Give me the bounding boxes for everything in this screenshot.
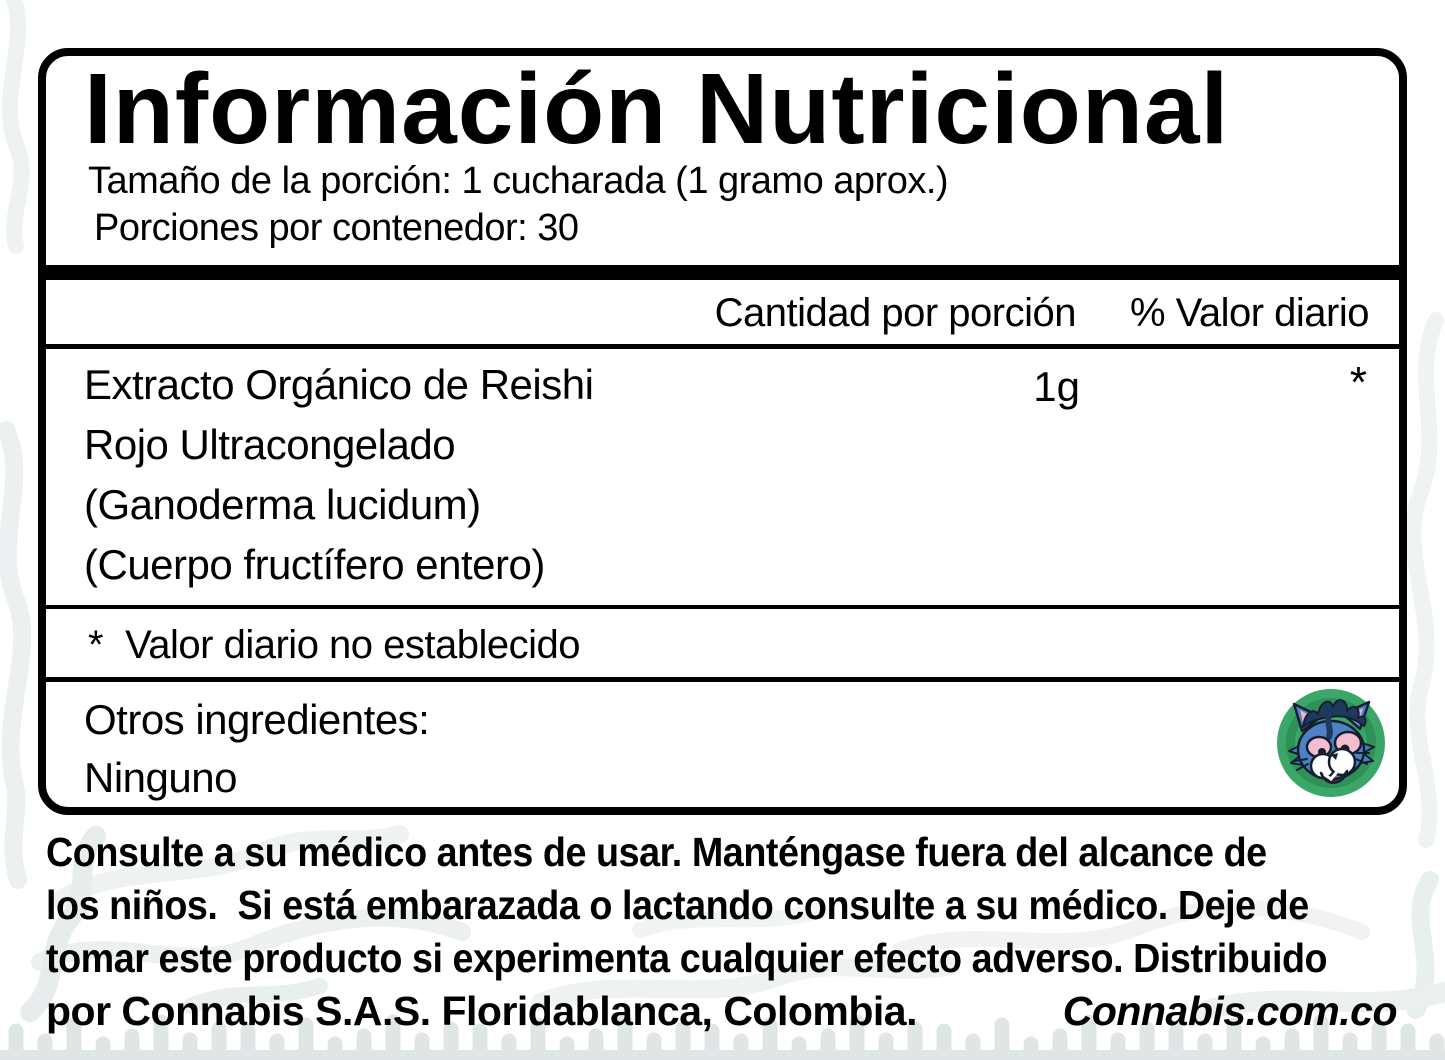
- disclaimer-last-line: por Connabis S.A.S. Floridablanca, Colom…: [46, 985, 1398, 1038]
- footnote-text: Valor diario no establecido: [125, 623, 581, 667]
- other-ingredients-value: Ninguno: [84, 754, 237, 801]
- nutrient-name: Extracto Orgánico de Reishi Rojo Ultraco…: [84, 355, 1369, 595]
- other-ingredients-section: Otros ingredientes: Ninguno: [46, 682, 1399, 804]
- serving-size-text: Tamaño de la porción: 1 cucharada (1 gra…: [88, 160, 949, 202]
- nutrient-amount: 1g: [1033, 363, 1080, 410]
- disclaimer-line: los niños. Si está embarazada o lactando…: [46, 882, 1309, 928]
- table-header-row: Cantidad por porción % Valor diario: [46, 280, 1399, 344]
- nutrient-name-line: Rojo Ultracongelado: [84, 421, 456, 468]
- divider-rule: [46, 605, 1399, 609]
- nutrient-name-line: (Cuerpo fructífero entero): [84, 541, 545, 588]
- disclaimer-text: Consulte a su médico antes de usar. Mant…: [46, 826, 1398, 1038]
- other-ingredients-label: Otros ingredientes:: [84, 696, 430, 743]
- nutrient-row: Extracto Orgánico de Reishi Rojo Ultraco…: [46, 349, 1399, 605]
- thick-divider-bar: [46, 265, 1399, 280]
- disclaimer-line: Consulte a su médico antes de usar. Mant…: [46, 829, 1267, 875]
- divider-rule: [46, 677, 1399, 682]
- panel-title: Información Nutricional: [84, 53, 1230, 165]
- servings-per-container-text: Porciones por contenedor: 30: [94, 207, 579, 249]
- connabis-cat-logo-icon: [1277, 689, 1385, 797]
- nutrient-daily-value: *: [1349, 358, 1367, 407]
- footnote-asterisk: *: [88, 623, 104, 667]
- distributor-text: por Connabis S.A.S. Floridablanca, Colom…: [46, 988, 918, 1034]
- nutrition-facts-panel: Información Nutricional Tamaño de la por…: [38, 48, 1407, 815]
- amount-per-serving-header: Cantidad por porción: [714, 291, 1077, 335]
- website-text: Connabis.com.co: [1062, 988, 1398, 1034]
- nutrient-name-line: Extracto Orgánico de Reishi: [84, 361, 594, 408]
- daily-value-header: % Valor diario: [1129, 291, 1370, 335]
- bottom-band-fingers: [8, 1014, 1445, 1060]
- divider-rule: [46, 344, 1399, 349]
- disclaimer-line: tomar este producto si experimenta cualq…: [46, 935, 1328, 981]
- nutrient-name-line: (Ganoderma lucidum): [84, 481, 481, 528]
- footnote-row: * Valor diario no establecido: [46, 609, 1399, 677]
